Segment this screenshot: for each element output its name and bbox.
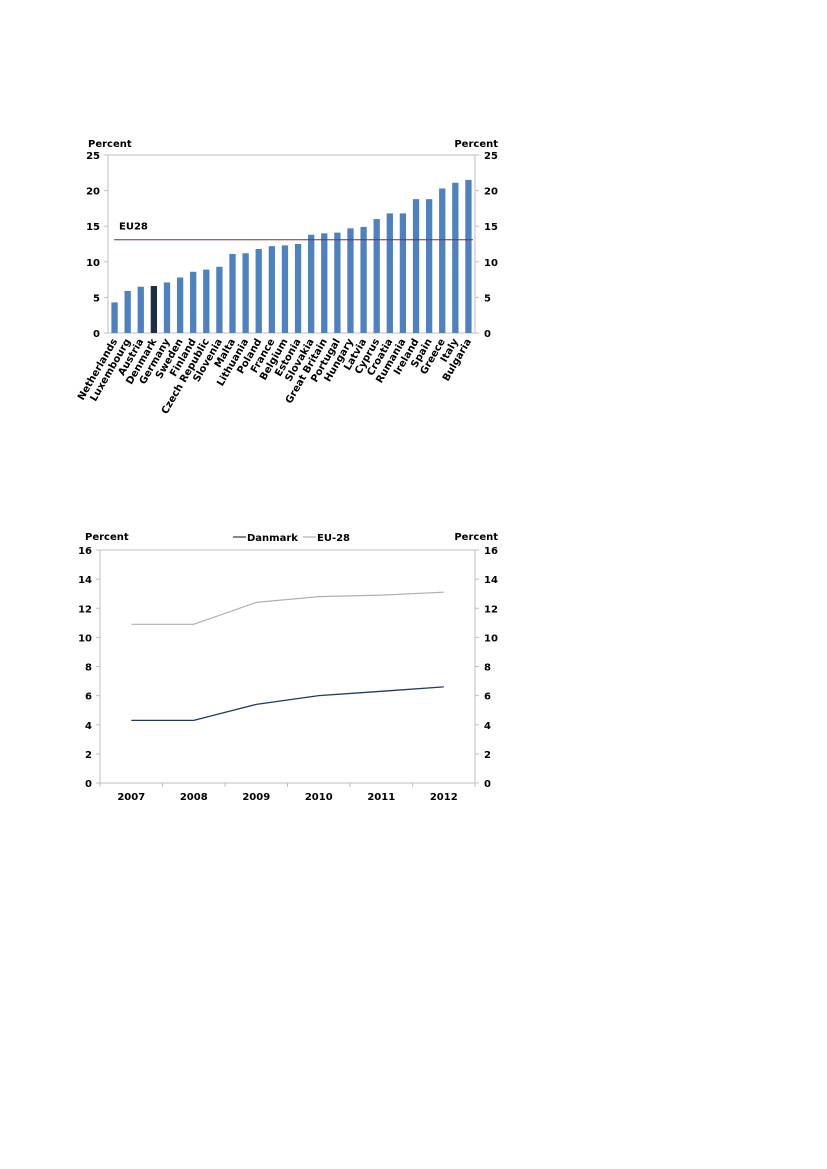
- bar-y-label-left: Percent: [88, 139, 132, 150]
- bar-plot-frame: [107, 154, 476, 334]
- bar-y-label-right: Percent: [454, 139, 498, 150]
- bar-y-tick-label-left: 20: [86, 187, 100, 198]
- line-y-tick-label-right: 8: [484, 663, 491, 674]
- line-y-tick-label-left: 14: [78, 575, 92, 586]
- bar-slovenia: [216, 266, 223, 333]
- line-series-eu28: [131, 591, 444, 625]
- bar-netherlands: [111, 302, 118, 333]
- bar-rumania: [399, 213, 407, 333]
- bar-y-tick-label-right: 5: [484, 293, 491, 304]
- bar-finland: [190, 271, 197, 333]
- bar-poland: [255, 248, 262, 333]
- line-x-tick-label: 2011: [367, 792, 395, 803]
- bar-italy: [452, 182, 459, 333]
- bar-slovakia: [308, 234, 315, 333]
- bar-y-tick-label-left: 0: [93, 329, 100, 340]
- line-y-tick-label-left: 2: [85, 750, 92, 761]
- bar-y-tick-label-left: 25: [86, 151, 100, 162]
- bar-y-tick-label-right: 10: [484, 258, 498, 269]
- bar-estonia: [294, 244, 302, 333]
- bar-hungary: [347, 228, 354, 333]
- bar-spain: [425, 199, 433, 333]
- bar-y-ticks: 0 0 5 5 10 10 15 15 20 20 25 25: [86, 151, 498, 340]
- line-y-tick-label-left: 0: [85, 779, 92, 790]
- bar-czech-republic: [203, 269, 210, 333]
- line-x-tick-label: 2007: [117, 792, 145, 803]
- line-series: [131, 591, 444, 722]
- bar-y-tick-label-left: 10: [86, 258, 100, 269]
- line-y-tick-label-right: 0: [484, 779, 491, 790]
- bar-sweden: [176, 277, 184, 333]
- bar-latvia: [360, 226, 367, 333]
- line-y-tick-label-right: 10: [484, 633, 498, 644]
- line-y-label-right: Percent: [454, 532, 498, 543]
- bar-malta: [229, 253, 236, 333]
- line-plot-frame: [99, 549, 476, 784]
- bar-y-tick-label-right: 15: [484, 222, 498, 233]
- bar-portugal: [334, 232, 341, 333]
- bar-series: [111, 179, 472, 333]
- bar-austria: [137, 286, 144, 333]
- line-x-tick-label: 2009: [242, 792, 270, 803]
- bar-great-britain: [321, 233, 328, 333]
- line-legend: Danmark EU-28: [233, 533, 350, 544]
- bar-chart: Percent Percent 0 0 5 5 10 10 15 15 20 20 25 25 EU2…: [76, 139, 498, 416]
- bar-greece: [439, 188, 446, 333]
- line-chart: Percent Percent Danmark EU-28 0 0 2 2 4 4 6 6 8 8…: [78, 532, 498, 803]
- bar-y-tick-label-right: 20: [484, 187, 498, 198]
- line-y-tick-label-right: 2: [484, 750, 491, 761]
- line-y-tick-label-left: 10: [78, 633, 92, 644]
- bar-luxembourg: [124, 290, 131, 333]
- line-y-tick-label-left: 8: [85, 663, 92, 674]
- line-y-tick-label-left: 12: [78, 604, 92, 615]
- bar-y-tick-label-right: 25: [484, 151, 498, 162]
- legend-label-eu28: EU-28: [317, 533, 350, 544]
- bar-y-tick-label-left: 5: [93, 293, 100, 304]
- line-x-tick-label: 2012: [430, 792, 458, 803]
- bar-germany: [163, 282, 171, 333]
- bar-lithuania: [242, 253, 249, 333]
- line-y-tick-label-right: 4: [484, 721, 491, 732]
- line-y-tick-label-left: 6: [85, 692, 92, 703]
- line-x-tick-label: 2010: [305, 792, 333, 803]
- bar-x-tick-labels: NetherlandsLuxembourgAustriaDenmarkGerma…: [76, 337, 474, 417]
- line-y-tick-label-left: 4: [85, 721, 92, 732]
- bar-france: [268, 246, 275, 333]
- line-y-tick-label-right: 12: [484, 604, 498, 615]
- bar-croatia: [386, 213, 393, 333]
- line-x-tick-label: 2008: [180, 792, 208, 803]
- line-series-danmark: [131, 686, 444, 722]
- line-y-tick-label-right: 14: [484, 575, 498, 586]
- bar-ireland: [412, 199, 420, 333]
- eu28-reference-label: EU28: [119, 222, 148, 233]
- bar-bulgaria: [465, 179, 472, 333]
- line-y-tick-label-right: 6: [484, 692, 491, 703]
- bar-belgium: [281, 245, 289, 333]
- line-y-ticks: 0 0 2 2 4 4 6 6 8 8 10 10 12 12 14 14 16 16: [78, 546, 498, 790]
- line-y-tick-label-left: 16: [78, 546, 92, 557]
- line-x-ticks: 2007 2008 2009 2010 2011 2012: [99, 783, 476, 803]
- line-y-label-left: Percent: [85, 532, 129, 543]
- bar-y-tick-label-right: 0: [484, 329, 491, 340]
- bar-denmark: [150, 286, 158, 333]
- bar-y-tick-label-left: 15: [86, 222, 100, 233]
- legend-label-danmark: Danmark: [247, 533, 298, 544]
- line-y-tick-label-right: 16: [484, 546, 498, 557]
- bar-cyprus: [373, 219, 380, 333]
